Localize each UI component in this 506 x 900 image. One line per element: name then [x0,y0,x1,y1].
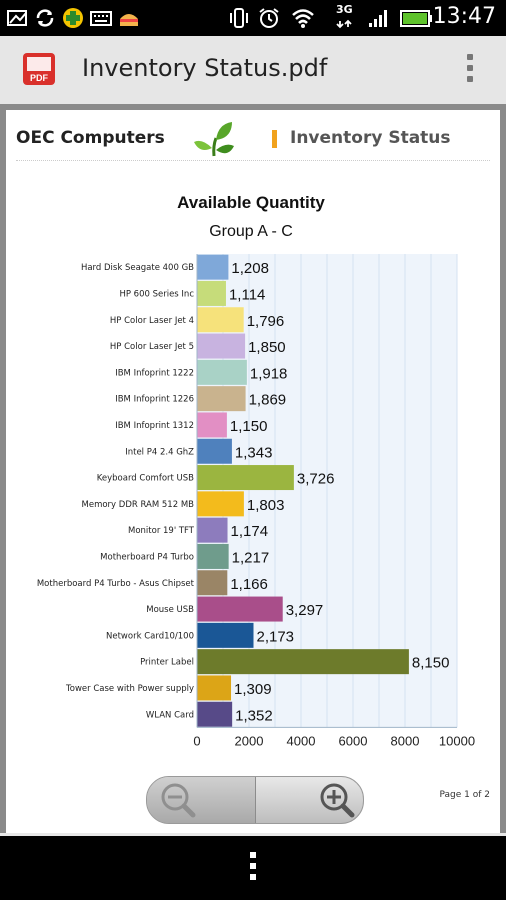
bar [197,570,228,596]
overflow-menu-icon[interactable] [466,54,474,86]
x-tick-label: 0 [193,733,200,748]
category-label: Hard Disk Seagate 400 GB [81,263,194,273]
status-time: 13:47 [432,4,496,29]
title-accent-bar [272,130,277,148]
image-icon [7,10,27,26]
bar [197,438,232,464]
x-tick-label: 2000 [235,733,264,748]
x-tick-label: 4000 [287,733,316,748]
bar [197,675,232,701]
category-label: IBM Infoprint 1226 [115,395,194,405]
pdf-app-icon-label: PDF [30,73,49,83]
category-label: IBM Infoprint 1222 [115,368,194,378]
leaf-logo-icon [194,122,234,157]
wifi-icon [292,9,314,28]
category-label: WLAN Card [146,710,194,720]
category-label: Monitor 19' TFT [128,526,195,536]
zoom-control [146,776,364,824]
zoom-out-button[interactable] [147,777,255,823]
signal-icon [369,10,387,27]
sandwich-icon [120,14,138,26]
value-label: 1,114 [229,286,265,303]
bar [197,359,247,385]
document-title: Inventory Status.pdf [82,54,328,82]
bar [197,596,283,622]
bottom-divider [0,833,506,836]
bar [197,517,228,543]
zoom-out-icon [161,783,196,818]
bar [197,701,233,727]
chart-title: Available Quantity [177,193,325,212]
app-bar: PDF Inventory Status.pdf [0,36,506,105]
available-quantity-chart: Available Quantity Group A - C Hard Disk… [37,193,475,748]
network-type-label: 3G [336,3,353,16]
value-label: 1,803 [247,497,285,514]
header-divider [16,160,490,161]
chart-subtitle: Group A - C [209,223,293,240]
pdf-page[interactable]: OEC Computers Inventory Status Available… [6,110,500,833]
value-label: 1,352 [235,707,273,724]
data-arrows-icon [336,19,352,29]
game-icon [63,8,83,28]
navigation-bar [0,836,506,900]
bar [197,543,229,569]
value-label: 1,208 [231,260,269,277]
bar [197,649,409,675]
category-label: Motherboard P4 Turbo - Asus Chipset [37,579,195,589]
category-label: Mouse USB [146,605,194,615]
category-label: HP Color Laser Jet 4 [110,316,194,326]
x-tick-label: 6000 [339,733,368,748]
value-label: 3,297 [286,602,324,619]
value-label: 1,796 [247,313,285,330]
value-label: 1,343 [235,444,273,461]
status-bar: 3G 13:47 [0,0,506,36]
bar [197,280,226,306]
category-label: Keyboard Comfort USB [97,474,194,484]
menu-key-icon[interactable] [249,852,257,884]
value-label: 1,174 [231,523,269,540]
value-label: 1,309 [234,681,272,698]
pdf-app-icon[interactable]: PDF [22,52,56,86]
zoom-in-button[interactable] [255,777,363,823]
value-label: 1,869 [249,392,287,409]
category-label: Intel P4 2.4 GhZ [125,447,194,457]
category-label: Memory DDR RAM 512 MB [82,500,195,510]
x-tick-label: 10000 [439,733,475,748]
company-name: OEC Computers [16,128,165,148]
value-label: 3,726 [297,471,335,488]
value-label: 8,150 [412,655,450,672]
bar [197,307,244,333]
category-label: Network Card10/100 [106,631,194,641]
value-label: 1,850 [248,339,286,356]
alarm-icon [259,8,279,28]
value-label: 1,166 [230,576,268,593]
x-tick-label: 8000 [391,733,420,748]
bar [197,386,246,412]
document-viewer[interactable]: OEC Computers Inventory Status Available… [0,104,506,833]
bar [197,412,227,438]
value-label: 1,217 [232,549,270,566]
page-indicator: Page 1 of 2 [439,790,491,800]
battery-icon [400,10,432,27]
bar [197,491,244,517]
category-label: HP 600 Series Inc [119,289,194,299]
category-label: Tower Case with Power supply [65,684,194,694]
bar [197,465,294,491]
bar [197,622,254,648]
value-label: 1,150 [230,418,268,435]
value-label: 1,918 [250,365,288,382]
category-label: HP Color Laser Jet 5 [110,342,194,352]
vibrate-icon [230,8,248,28]
report-title: Inventory Status [290,128,451,148]
bar [197,333,246,359]
keyboard-icon [90,11,112,26]
value-label: 2,173 [256,628,294,645]
sync-icon [36,9,54,27]
category-label: IBM Infoprint 1312 [115,421,194,431]
zoom-in-icon [320,783,355,818]
bar [197,254,229,280]
category-label: Printer Label [140,658,194,668]
category-label: Motherboard P4 Turbo [100,552,194,562]
